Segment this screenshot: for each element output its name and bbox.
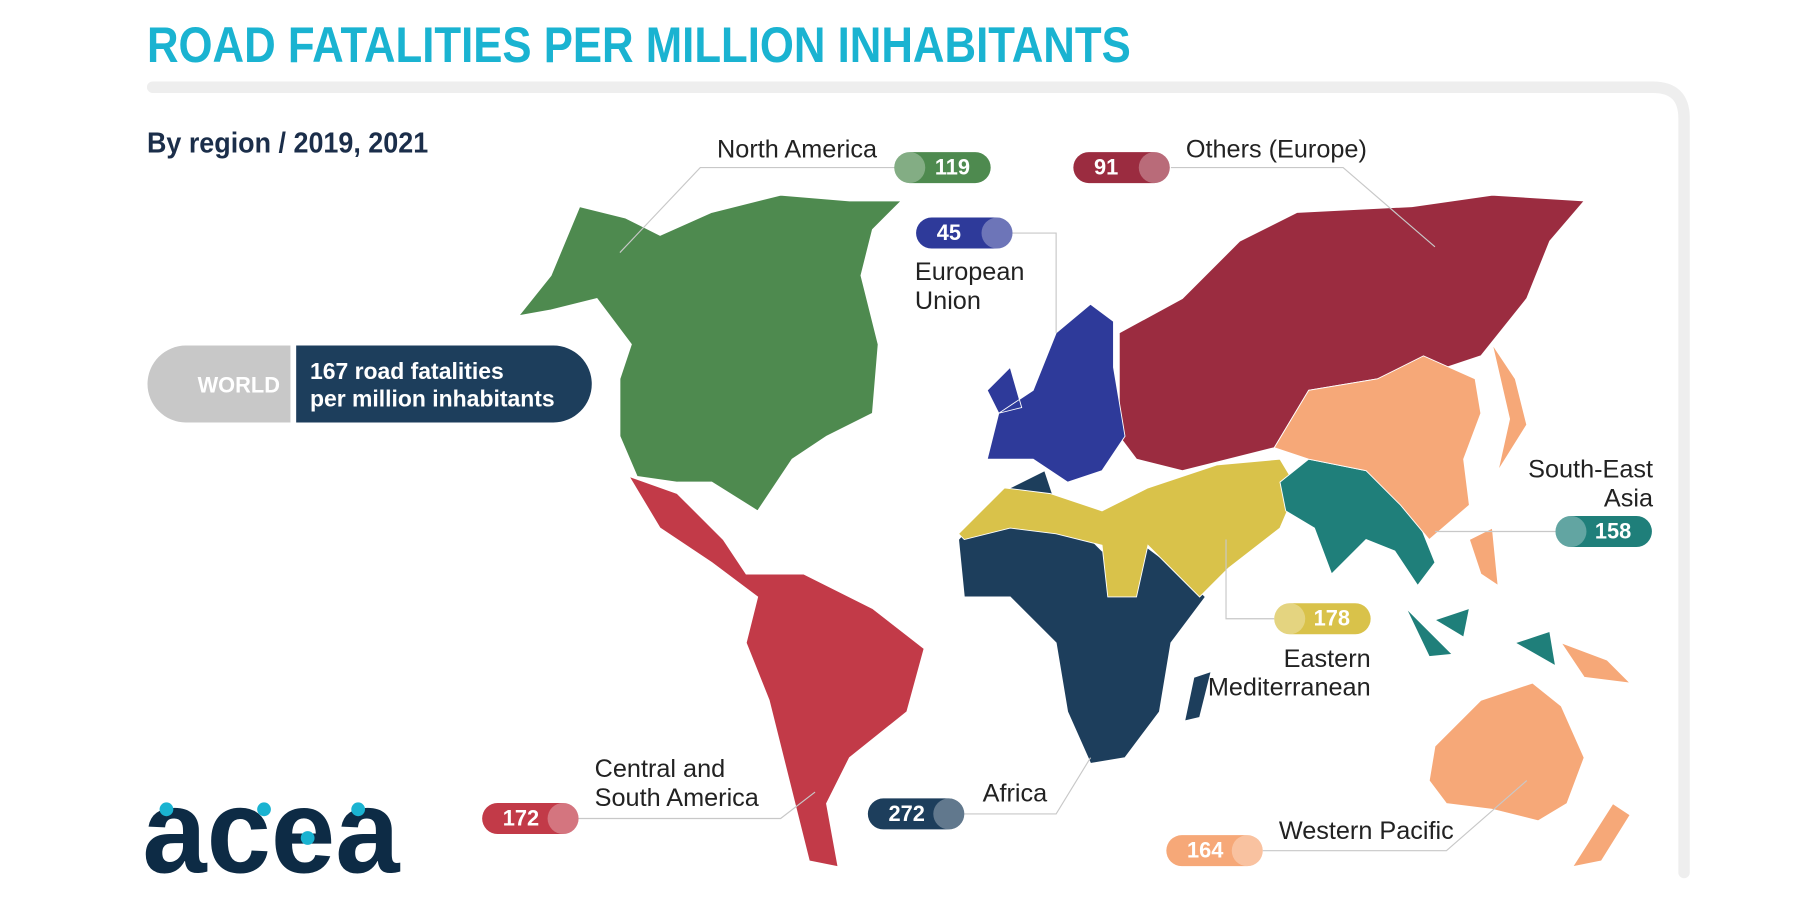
- region-value: 45: [937, 220, 961, 245]
- world-text: 167 road fatalities: [310, 358, 504, 384]
- pill-circle: [1231, 835, 1263, 867]
- region-name: Union: [915, 287, 981, 315]
- world-map: [517, 194, 1632, 868]
- region-name: Asia: [1604, 484, 1654, 512]
- region-name: North America: [717, 135, 878, 163]
- world-label: WORLD: [198, 373, 280, 398]
- logo-dot: [257, 802, 271, 817]
- logo-dot: [300, 831, 315, 845]
- region-value: 119: [935, 155, 970, 180]
- world-box: WORLD 167 road fatalities per million in…: [147, 345, 592, 423]
- world-value-box: [296, 345, 592, 423]
- region-label: 164 Western Pacific: [1166, 817, 1454, 867]
- region-label: 272 Africa: [867, 779, 1049, 830]
- value-pill: [916, 217, 1013, 249]
- logo: acea: [142, 765, 401, 898]
- region-value: 158: [1595, 518, 1631, 543]
- world-text: per million inhabitants: [310, 385, 555, 411]
- value-pill: [1555, 516, 1652, 548]
- region-value: 172: [503, 805, 539, 830]
- leader-line: [1225, 539, 1275, 620]
- region-name: Africa: [983, 779, 1049, 807]
- region-eastern-mediterranean: [957, 458, 1298, 598]
- region-africa: [958, 470, 1212, 764]
- value-pill: [1274, 603, 1371, 635]
- value-pill: [1073, 152, 1170, 184]
- region-name: South-East: [1528, 456, 1653, 484]
- pill-circle: [1555, 516, 1587, 548]
- region-others-europe: [1118, 194, 1586, 472]
- pill-circle: [547, 802, 579, 834]
- leader-line: [1012, 232, 1057, 333]
- leader-line: [578, 791, 816, 820]
- region-name: Western Pacific: [1279, 817, 1454, 845]
- pill-circle: [981, 217, 1013, 249]
- leader-line: [1262, 780, 1528, 852]
- pill-circle: [1274, 603, 1306, 635]
- region-western-pacific: [1273, 344, 1632, 868]
- pill-circle: [1138, 152, 1170, 184]
- world-tag: [147, 345, 291, 423]
- region-name: Mediterranean: [1208, 674, 1371, 702]
- leader-line: [619, 167, 896, 253]
- leader-line: [964, 757, 1092, 815]
- title: ROAD FATALITIES PER MILLION INHABITANTS: [147, 16, 1131, 73]
- pill-circle: [894, 152, 926, 184]
- region-name: Eastern: [1284, 645, 1371, 673]
- region-value: 178: [1314, 606, 1350, 631]
- region-labels: 119 North America 91 Others (Europe) 45 Europ…: [482, 135, 1654, 867]
- region-value: 164: [1187, 838, 1223, 863]
- region-european-union: [986, 303, 1126, 483]
- value-pill: [482, 802, 579, 834]
- region-name: Central and: [595, 755, 726, 783]
- region-value: 91: [1094, 155, 1118, 180]
- leader-line: [1170, 167, 1436, 248]
- leader-lines: [578, 167, 1556, 852]
- pill-circle: [933, 798, 965, 830]
- value-pill: [1166, 835, 1263, 867]
- region-north-america: [517, 194, 903, 512]
- value-pill: [867, 798, 965, 830]
- region-label: 119 North America: [717, 135, 991, 184]
- frame: [146, 81, 1690, 879]
- region-name: Others (Europe): [1186, 135, 1367, 163]
- region-name: South America: [595, 784, 760, 812]
- region-value: 272: [889, 801, 925, 826]
- subtitle: By region / 2019, 2021: [147, 128, 428, 160]
- logo-dot: [159, 802, 174, 817]
- region-central-south-america: [628, 475, 925, 868]
- region-label: 91 Others (Europe): [1073, 135, 1367, 184]
- region-name: European: [915, 258, 1025, 286]
- logo-text: acea: [142, 765, 401, 898]
- region-south-east-asia: [1279, 458, 1557, 667]
- logo-dot: [351, 802, 366, 817]
- value-pill: [894, 152, 991, 184]
